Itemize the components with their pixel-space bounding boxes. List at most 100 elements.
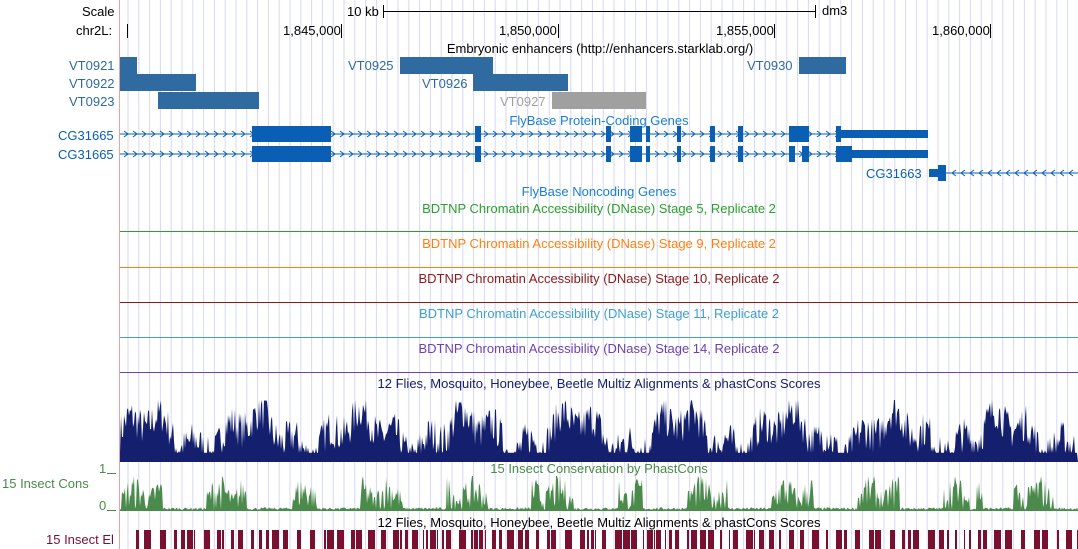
gene-side-label[interactable]: CG31665 <box>58 147 114 162</box>
strand-arrow <box>582 150 588 158</box>
conserved-element <box>525 530 529 549</box>
enhancer-label[interactable]: VT0930 <box>747 58 793 73</box>
gene-exon <box>738 146 743 162</box>
elements-track-title[interactable]: 12 Flies, Mosquito, Honeybee, Beetle Mul… <box>377 515 821 530</box>
strand-arrow <box>1068 169 1074 177</box>
strand-arrow <box>546 150 552 158</box>
strand-arrow <box>420 130 426 138</box>
strand-arrow <box>510 130 516 138</box>
ruler-tick <box>558 24 559 38</box>
chrom-label: chr2L: <box>76 23 113 38</box>
multiz-conservation-plot[interactable] <box>120 392 1078 462</box>
enhancer-side-label[interactable]: VT0921 <box>69 58 115 73</box>
scale-bar-line <box>383 11 816 12</box>
conserved-element <box>381 530 386 549</box>
conserved-element <box>337 530 344 549</box>
strand-arrow <box>519 130 525 138</box>
gene-models[interactable] <box>0 0 1078 190</box>
phastcons-side-label[interactable]: 15 Insect Cons <box>2 476 89 491</box>
strand-arrow <box>681 130 687 138</box>
coding-track-title[interactable]: FlyBase Protein-Coding Genes <box>509 113 689 128</box>
enhancer-label[interactable]: VT0925 <box>348 58 394 73</box>
gene-exon <box>710 126 715 142</box>
conserved-element <box>485 530 486 549</box>
conserved-element <box>595 530 596 549</box>
scale-label: Scale <box>82 4 115 19</box>
conserved-element <box>518 530 523 549</box>
strand-arrow <box>600 130 606 138</box>
strand-arrow <box>699 130 705 138</box>
conserved-element <box>779 530 781 549</box>
gene-exon <box>802 146 809 162</box>
strand-arrow <box>195 150 201 158</box>
dnase-stage11-title[interactable]: BDTNP Chromatin Accessibility (DNase) St… <box>418 306 780 321</box>
gene-exon <box>789 146 795 162</box>
conserved-element <box>324 530 326 549</box>
conserved-element <box>978 530 981 549</box>
conserved-element <box>1057 530 1059 549</box>
enhancer-vt0923[interactable] <box>158 92 259 109</box>
conserved-element <box>426 530 428 549</box>
gene-utr <box>852 150 928 158</box>
strand-arrow <box>969 169 975 177</box>
strand-arrow <box>186 150 192 158</box>
gene-exon <box>836 126 841 142</box>
conserved-element <box>964 530 965 549</box>
enhancer-vt0925[interactable] <box>400 57 493 74</box>
strand-arrow <box>609 150 615 158</box>
conserved-element <box>836 530 842 549</box>
strand-arrow <box>744 150 750 158</box>
phastcons-plot[interactable] <box>120 474 1078 512</box>
enhancer-side-label[interactable]: VT0923 <box>69 94 115 109</box>
enhancer-label[interactable]: VT0927 <box>500 94 546 109</box>
gene-side-label[interactable]: CG31665 <box>58 128 114 143</box>
dnase-stage14-title[interactable]: BDTNP Chromatin Accessibility (DNase) St… <box>418 341 780 356</box>
conserved-elements-track[interactable] <box>120 530 1078 549</box>
phastcons-axis-max-tick <box>107 473 116 474</box>
multiz-track-title[interactable]: 12 Flies, Mosquito, Honeybee, Beetle Mul… <box>377 376 821 391</box>
conserved-element <box>665 530 666 549</box>
gene-exon <box>646 146 650 162</box>
multiz-area <box>120 400 1078 462</box>
conserved-element <box>669 530 672 549</box>
strand-arrow <box>1014 169 1020 177</box>
conserved-element <box>474 530 478 549</box>
strand-arrow <box>375 130 381 138</box>
conserved-element <box>855 530 860 549</box>
gene-label-cg31663[interactable]: CG31663 <box>866 166 922 181</box>
gene-exon <box>789 126 809 142</box>
enhancer-track-title[interactable]: Embryonic enhancers (http://enhancers.st… <box>446 41 754 56</box>
gene-utr <box>929 169 939 177</box>
conserved-element <box>939 530 944 549</box>
ruler-tick <box>774 24 775 38</box>
dnase-stage5-title[interactable]: BDTNP Chromatin Accessibility (DNase) St… <box>422 201 776 216</box>
strand-arrow <box>483 130 489 138</box>
enhancer-vt0926[interactable] <box>473 74 568 91</box>
ruler-tick-label: 1,855,000 <box>716 23 774 38</box>
enhancer-label[interactable]: VT0926 <box>422 76 468 91</box>
elements-side-label[interactable]: 15 Insect El <box>46 532 114 547</box>
conserved-element <box>283 530 288 549</box>
enhancer-vt0921[interactable] <box>120 57 137 74</box>
strand-arrow <box>204 130 210 138</box>
scale-bar-label: 10 kb <box>347 4 379 19</box>
dnase-stage10-title[interactable]: BDTNP Chromatin Accessibility (DNase) St… <box>418 271 780 286</box>
strand-arrow <box>654 130 660 138</box>
noncoding-track-title[interactable]: FlyBase Noncoding Genes <box>521 184 677 199</box>
conserved-element <box>547 530 550 549</box>
strand-arrow <box>438 130 444 138</box>
enhancer-vt0922[interactable] <box>120 74 196 91</box>
strand-arrow <box>492 150 498 158</box>
strand-arrow <box>1032 169 1038 177</box>
conserved-element <box>812 530 819 549</box>
dnase-stage9-title[interactable]: BDTNP Chromatin Accessibility (DNase) St… <box>422 236 776 251</box>
enhancer-vt0927[interactable] <box>552 92 646 109</box>
strand-arrow <box>780 130 786 138</box>
conserved-element <box>459 530 466 549</box>
phastcons-track-title[interactable]: 15 Insect Conservation by PhastCons <box>490 461 708 476</box>
strand-arrow <box>339 130 345 138</box>
gene-exon <box>938 165 946 181</box>
enhancer-side-label[interactable]: VT0922 <box>69 76 115 91</box>
enhancer-vt0930[interactable] <box>799 57 846 74</box>
strand-arrow <box>123 130 129 138</box>
